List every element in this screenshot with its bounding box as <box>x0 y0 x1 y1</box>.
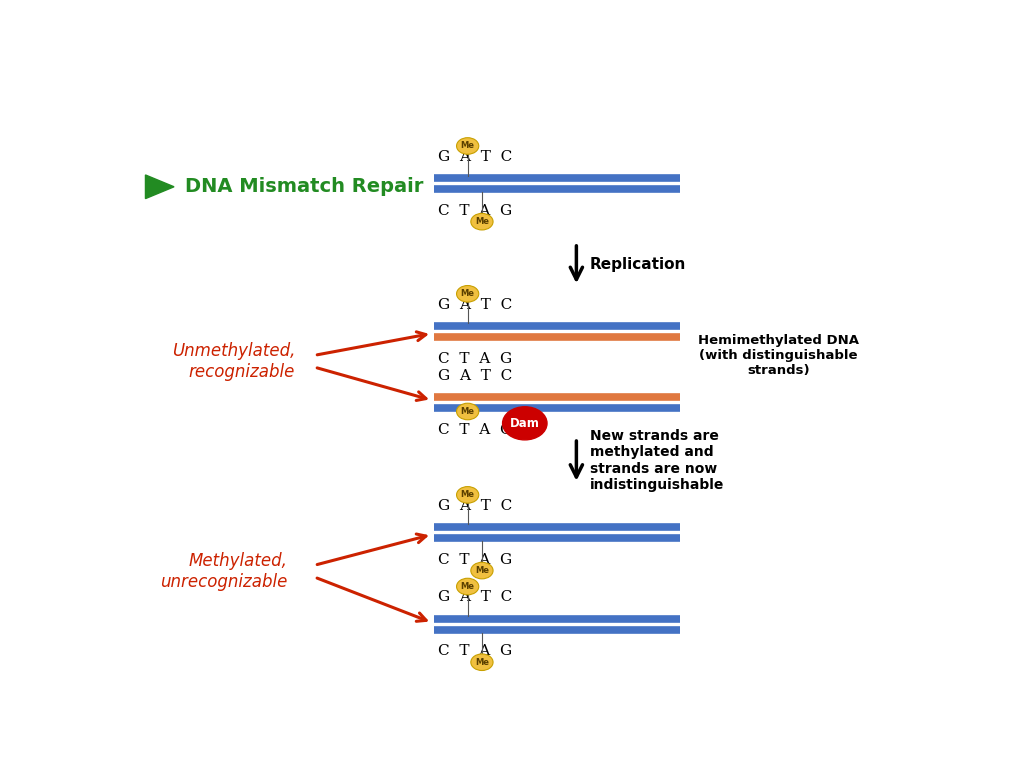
Text: Hemimethylated DNA
(with distinguishable
strands): Hemimethylated DNA (with distinguishable… <box>697 334 859 377</box>
Circle shape <box>471 562 494 579</box>
Text: Me: Me <box>461 141 475 151</box>
Circle shape <box>457 286 479 302</box>
Text: C  T  A  G: C T A G <box>437 204 512 218</box>
Text: G  A  T  C: G A T C <box>437 150 512 164</box>
Circle shape <box>503 407 547 440</box>
Text: Replication: Replication <box>590 257 686 273</box>
Circle shape <box>457 487 479 503</box>
Text: Me: Me <box>461 407 475 416</box>
Text: DNA Mismatch Repair: DNA Mismatch Repair <box>185 177 424 197</box>
Text: C  T  A  G: C T A G <box>437 352 512 366</box>
Text: Me: Me <box>475 657 488 667</box>
Text: Me: Me <box>461 582 475 591</box>
Text: Me: Me <box>461 290 475 298</box>
Text: Methylated,
unrecognizable: Methylated, unrecognizable <box>160 551 287 591</box>
Text: G  A  T  C: G A T C <box>437 591 512 604</box>
Text: Me: Me <box>475 217 488 226</box>
Text: C  T  A  G: C T A G <box>437 553 512 567</box>
Text: C  T  A  G: C T A G <box>437 422 512 437</box>
Circle shape <box>471 214 494 230</box>
Text: G  A  T  C: G A T C <box>437 498 512 512</box>
Text: New strands are
methylated and
strands are now
indistinguishable: New strands are methylated and strands a… <box>590 429 724 492</box>
Polygon shape <box>145 175 174 199</box>
Text: Dam: Dam <box>510 417 540 430</box>
Circle shape <box>471 654 494 670</box>
Text: Me: Me <box>475 566 488 575</box>
Circle shape <box>457 403 479 420</box>
Text: G  A  T  C: G A T C <box>437 369 512 382</box>
Text: G  A  T  C: G A T C <box>437 297 512 312</box>
Circle shape <box>457 578 479 595</box>
Text: Unmethylated,
recognizable: Unmethylated, recognizable <box>172 342 295 381</box>
Text: Me: Me <box>461 491 475 499</box>
Circle shape <box>457 137 479 154</box>
Text: C  T  A  G: C T A G <box>437 644 512 658</box>
